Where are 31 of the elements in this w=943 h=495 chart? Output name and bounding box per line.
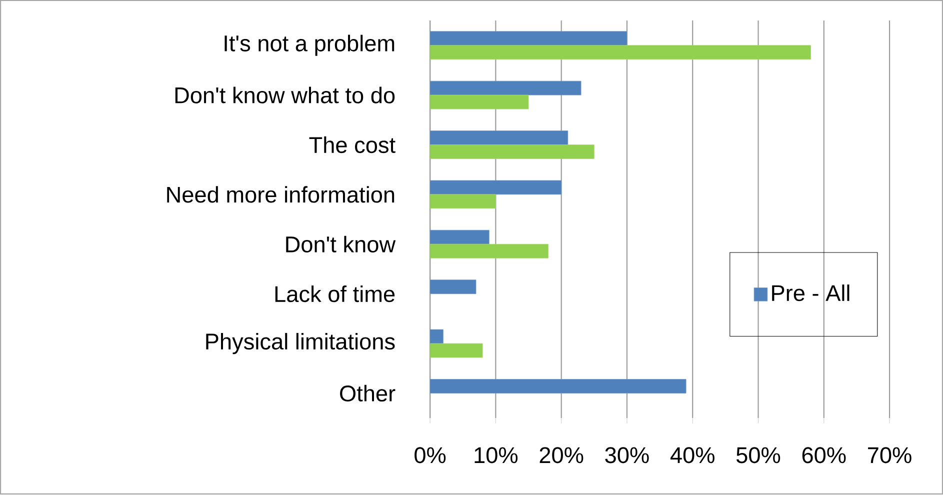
bar — [430, 144, 594, 160]
y-tick-label: Don't know — [286, 236, 396, 253]
bar — [430, 230, 490, 245]
bar — [430, 180, 562, 195]
bar — [430, 31, 628, 46]
x-tick-label: 30% — [605, 447, 649, 464]
bar — [430, 244, 548, 259]
bar — [430, 81, 582, 96]
y-tick-label: Other — [340, 385, 396, 402]
x-tick-label: 50% — [736, 447, 780, 464]
bar — [430, 130, 568, 146]
y-tick-label: It's not a problem — [224, 35, 394, 56]
x-tick-label: 70% — [868, 447, 912, 464]
y-tick-label: Physical limitations — [206, 333, 395, 354]
bar — [430, 330, 444, 344]
x-tick-label: 60% — [802, 447, 846, 464]
bar — [430, 95, 529, 110]
bar — [430, 280, 476, 294]
x-tick-label: 10% — [474, 447, 518, 464]
x-tick-label: 40% — [670, 447, 714, 464]
bar — [430, 344, 483, 358]
bar — [430, 379, 686, 394]
x-tick-label: 0% — [414, 447, 446, 464]
y-tick-label: Need more information — [167, 186, 394, 204]
bar — [430, 45, 811, 60]
y-tick-label: The cost — [309, 136, 396, 154]
y-tick-label: Don't know what to do — [175, 86, 395, 104]
bar — [430, 194, 496, 209]
y-tick-label: Lack of time — [275, 286, 395, 302]
x-tick-label: 20% — [540, 447, 584, 464]
legend-label: Pre - All — [772, 284, 850, 302]
